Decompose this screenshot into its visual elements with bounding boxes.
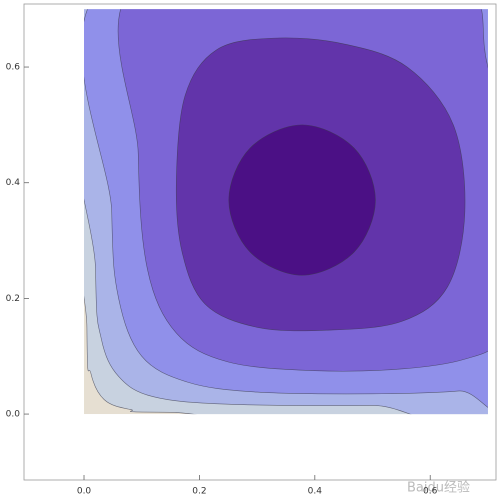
x-tick-label: 0.6 bbox=[423, 487, 438, 497]
y-tick-label: 0.2 bbox=[6, 294, 20, 304]
x-tick-label: 0.2 bbox=[192, 487, 206, 497]
contour-band bbox=[228, 124, 376, 276]
x-tick-label: 0.4 bbox=[308, 487, 323, 497]
frame bbox=[23, 3, 497, 481]
x-tick-label: 0.0 bbox=[77, 487, 92, 497]
y-tick-label: 0.4 bbox=[6, 178, 21, 188]
y-tick-label: 0.0 bbox=[6, 410, 21, 420]
y-tick-label: 0.6 bbox=[6, 63, 21, 73]
watermark: Baidu经验 bbox=[407, 480, 470, 496]
plot-area bbox=[84, 9, 488, 415]
